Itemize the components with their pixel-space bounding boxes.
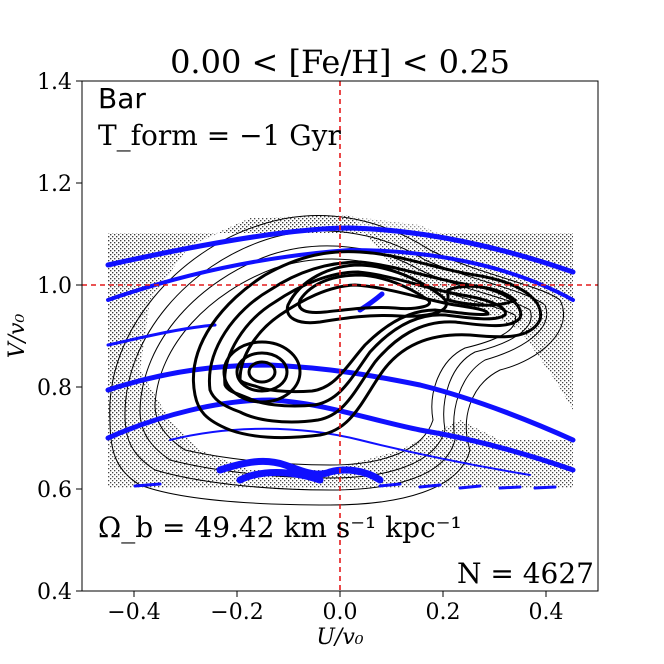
resonance-ridge-upper (106, 247, 575, 302)
resonance-ridge-short (106, 323, 217, 347)
resonance-ridge-top (105, 225, 576, 275)
y-tick-label: 0.8 (37, 376, 72, 401)
chart-title: 0.00 < [Fe/H] < 0.25 (170, 43, 510, 81)
tform-label: T_form = −1 Gyr (98, 119, 341, 152)
x-tick-label: 0.2 (426, 600, 461, 625)
model-label: Bar (98, 82, 146, 115)
y-tick-label: 1.4 (37, 70, 72, 95)
x-axis-label: U/v₀ (316, 625, 363, 650)
x-tick-labels: −0.4 −0.2 0.0 0.2 0.4 (107, 600, 563, 625)
y-axis-label: V/v₀ (5, 314, 30, 359)
resonance-ridge-low (105, 397, 576, 473)
y-tick-labels: 0.4 0.6 0.8 1.0 1.2 1.4 (37, 70, 72, 605)
tick-marks (76, 80, 547, 597)
count-label: N = 4627 (457, 557, 594, 590)
x-tick-label: −0.2 (210, 600, 263, 625)
y-tick-label: 1.2 (37, 172, 72, 197)
inner-contours (192, 250, 543, 439)
x-tick-label: 0.0 (323, 600, 358, 625)
y-tick-label: 0.4 (37, 580, 72, 605)
omega-label: Ω_b = 49.42 km s⁻¹ kpc⁻¹ (98, 511, 462, 544)
resonance-dashes-bottom (133, 482, 557, 490)
y-tick-label: 0.6 (37, 478, 72, 503)
y-tick-label: 1.0 (37, 274, 72, 299)
x-tick-label: −0.4 (107, 600, 160, 625)
resonance-blob-bottom (216, 457, 384, 484)
x-tick-label: 0.4 (529, 600, 564, 625)
